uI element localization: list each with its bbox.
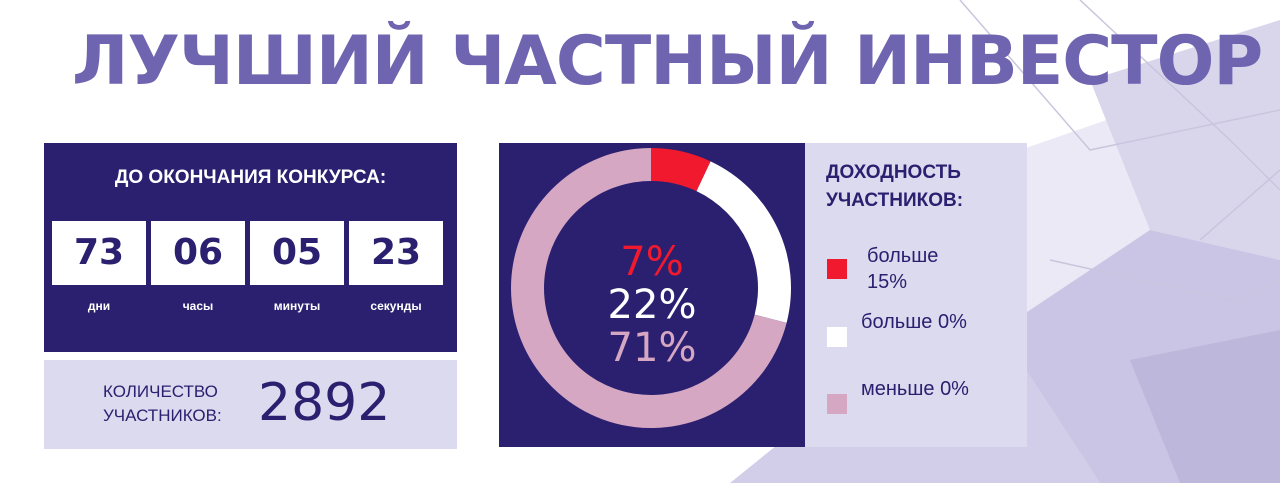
donut-label-below-0: 71% [608, 325, 697, 371]
legend-swatch-red [827, 259, 847, 279]
page-title: ЛУЧШИЙ ЧАСТНЫЙ ИНВЕСТОР [72, 22, 1263, 101]
participants-count: 2892 [258, 373, 391, 433]
countdown-minutes-label: минуты [273, 299, 321, 313]
legend-swatch-white [827, 327, 847, 347]
countdown-hours-value: 06 [172, 232, 224, 273]
countdown-seconds-box: 23 [349, 221, 443, 285]
countdown-hours-box: 06 [151, 221, 245, 285]
donut-chart: 7%22%71% [511, 148, 791, 428]
legend-label-below-0: меньше 0% [861, 378, 969, 400]
countdown-days-box: 73 [52, 221, 146, 285]
countdown-seconds-value: 23 [370, 232, 422, 273]
legend-swatch-pink [827, 394, 847, 414]
donut-label-above-15: 7% [620, 239, 683, 285]
countdown-minutes-value: 05 [271, 232, 323, 273]
countdown-days-label: дни [87, 299, 111, 313]
donut-label-above-0: 22% [608, 282, 697, 328]
countdown-hours-label: часы [182, 299, 214, 313]
countdown-panel: ДО ОКОНЧАНИЯ КОНКУРСА: 73 дни 06 часы 05… [44, 143, 457, 352]
participants-label: КОЛИЧЕСТВО УЧАСТНИКОВ: [103, 382, 222, 425]
countdown-title: ДО ОКОНЧАНИЯ КОНКУРСА: [114, 167, 387, 188]
countdown-minutes-box: 05 [250, 221, 344, 285]
donut-slice-above-15 [651, 148, 711, 192]
countdown-seconds-label: секунды [370, 299, 422, 313]
countdown-days-value: 73 [73, 232, 125, 273]
participants-panel: КОЛИЧЕСТВО УЧАСТНИКОВ: 2892 [44, 360, 457, 449]
chart-panel: 7% 22% 71% [499, 143, 805, 447]
legend-label-above-0: больше 0% [861, 311, 967, 333]
donut-slice-above-0 [696, 161, 791, 323]
legend-panel: ДОХОДНОСТЬ УЧАСТНИКОВ: больше 15% больше… [805, 143, 1027, 447]
legend-label-above-15: больше 15% [867, 245, 939, 293]
legend-title: ДОХОДНОСТЬ УЧАСТНИКОВ: [826, 162, 964, 211]
